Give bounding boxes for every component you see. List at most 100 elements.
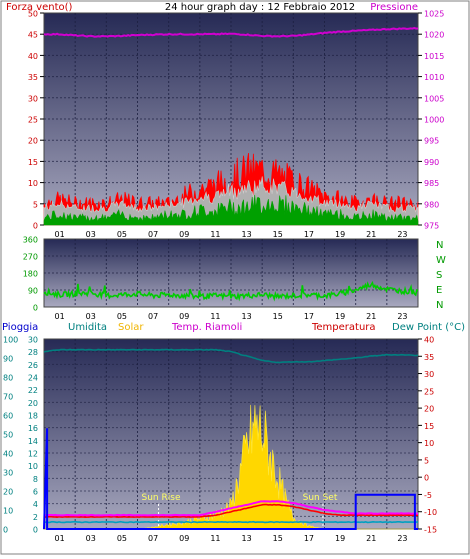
hour-tick-label: 01	[54, 312, 64, 321]
wind-tick-label: 30	[28, 94, 38, 103]
pioggia-tick-label: 100	[3, 336, 18, 345]
hour-tick-label: 21	[366, 534, 376, 543]
temperature-tick-label: -5	[424, 491, 432, 500]
umidita-tick-label: 4	[33, 500, 38, 509]
wind-tick-label: 5	[33, 200, 38, 209]
sun-rise-label: Sun Rise	[142, 493, 181, 503]
pioggia-tick-label: 0	[3, 526, 8, 535]
hour-tick-label: 17	[304, 312, 314, 321]
legend-solar: Solar	[118, 322, 144, 333]
temperature-tick-label: 15	[424, 422, 434, 431]
hour-tick-label: 13	[241, 534, 251, 543]
legend-temperatura: Temperatura	[311, 322, 376, 333]
hour-tick-label: 21	[366, 312, 376, 321]
hour-tick-label: 05	[117, 230, 127, 239]
legend-dew-point: Dew Point (°C)	[392, 322, 465, 333]
hour-tick-label: 03	[86, 312, 96, 321]
umidita-tick-label: 8	[33, 475, 38, 484]
wind-tick-label: 10	[28, 179, 38, 188]
pressure-tick-label: 975	[424, 222, 439, 231]
temperature-tick-label: 5	[424, 456, 429, 465]
sun-set-label: Sun Set	[303, 493, 338, 503]
umidita-tick-label: 24	[28, 374, 38, 383]
humidity-line	[43, 348, 419, 364]
pressure-tick-label: 980	[424, 200, 439, 209]
umidita-tick-label: 0	[33, 526, 38, 535]
pressure-tick-label: 1000	[424, 116, 444, 125]
hour-tick-label: 05	[117, 534, 127, 543]
compass-label: N	[436, 240, 443, 251]
pressure-tick-label: 995	[424, 137, 439, 146]
wind-tick-label: 45	[28, 31, 38, 40]
temperature-tick-label: 20	[424, 405, 434, 414]
pioggia-tick-label: 40	[3, 450, 13, 459]
umidita-tick-label: 12	[28, 450, 38, 459]
hour-tick-label: 15	[273, 230, 283, 239]
umidita-tick-label: 2	[33, 513, 38, 522]
pioggia-tick-label: 50	[3, 431, 13, 440]
compass-label: S	[436, 270, 442, 281]
direction-tick-label: 90	[28, 287, 38, 296]
wind-tick-label: 20	[28, 137, 38, 146]
wind-tick-label: 40	[28, 52, 38, 61]
hour-tick-label: 23	[397, 534, 407, 543]
hour-tick-label: 09	[179, 230, 189, 239]
temperature-tick-label: 10	[424, 439, 434, 448]
hour-tick-label: 01	[54, 230, 64, 239]
pioggia-tick-label: 20	[3, 488, 13, 497]
wind-tick-label: 50	[28, 10, 38, 19]
legend-pioggia: Pioggia	[2, 322, 38, 333]
direction-tick-label: 360	[23, 236, 38, 245]
hour-tick-label: 15	[273, 534, 283, 543]
temperature-tick-label: 35	[424, 353, 434, 362]
hour-tick-label: 13	[241, 312, 251, 321]
hour-tick-label: 17	[304, 230, 314, 239]
pressure-axis-title: Pressione	[370, 2, 418, 13]
pressure-line	[43, 26, 419, 38]
umidita-tick-label: 30	[28, 336, 38, 345]
chart-title: 24 hour graph day : 12 Febbraio 2012	[165, 2, 355, 13]
umidita-tick-label: 14	[28, 437, 38, 446]
umidita-tick-label: 22	[28, 386, 38, 395]
pressure-tick-label: 1020	[424, 31, 444, 40]
wind-tick-label: 35	[28, 73, 38, 82]
umidita-tick-label: 10	[28, 462, 38, 471]
umidita-tick-label: 20	[28, 399, 38, 408]
hour-tick-label: 03	[86, 534, 96, 543]
hour-tick-label: 23	[397, 230, 407, 239]
compass-label: N	[436, 300, 443, 311]
umidita-tick-label: 18	[28, 412, 38, 421]
wind-tick-label: 15	[28, 158, 38, 167]
direction-tick-label: 180	[23, 270, 38, 279]
temperature-tick-label: 30	[424, 370, 434, 379]
pioggia-tick-label: 10	[3, 507, 13, 516]
pioggia-tick-label: 60	[3, 412, 13, 421]
pressure-tick-label: 1005	[424, 94, 444, 103]
wind-axis-title: Forza vento()	[6, 2, 73, 13]
hour-tick-label: 19	[335, 312, 345, 321]
direction-tick-label: 270	[23, 253, 38, 262]
umidita-tick-label: 6	[33, 488, 38, 497]
hour-tick-label: 15	[273, 312, 283, 321]
hour-tick-label: 19	[335, 230, 345, 239]
hour-tick-label: 21	[366, 230, 376, 239]
pressure-tick-label: 985	[424, 179, 439, 188]
wind-low-area	[43, 194, 419, 226]
direction-tick-label: 0	[33, 304, 38, 313]
hour-tick-label: 07	[148, 312, 158, 321]
hour-tick-label: 11	[210, 534, 220, 543]
hour-tick-label: 09	[179, 534, 189, 543]
hour-tick-label: 19	[335, 534, 345, 543]
wind-tick-label: 25	[28, 116, 38, 125]
umidita-tick-label: 26	[28, 361, 38, 370]
wind-tick-label: 0	[33, 222, 38, 231]
compass-label: W	[436, 255, 446, 266]
hour-tick-label: 01	[54, 534, 64, 543]
pioggia-tick-label: 30	[3, 469, 13, 478]
umidita-tick-label: 16	[28, 424, 38, 433]
umidita-tick-label: 28	[28, 348, 38, 357]
dew-point-line	[44, 520, 419, 524]
hour-tick-label: 07	[148, 534, 158, 543]
hour-tick-label: 11	[210, 312, 220, 321]
pioggia-tick-label: 80	[3, 374, 13, 383]
